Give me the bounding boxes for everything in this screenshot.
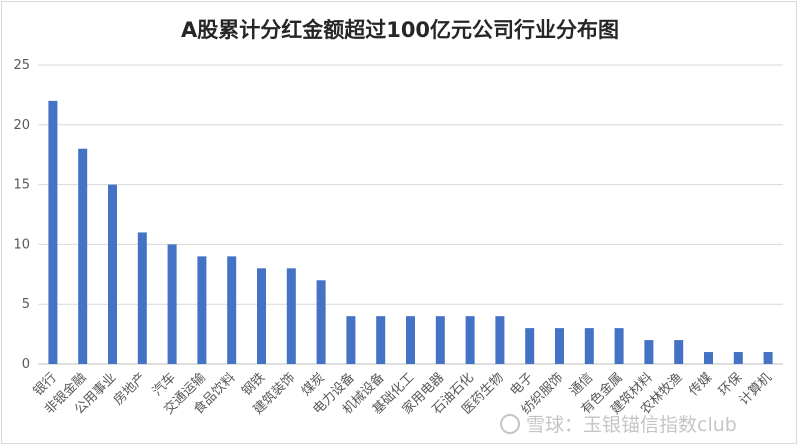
y-tick-label: 25 xyxy=(13,58,30,73)
watermark: 雪球：玉银锚信指数club xyxy=(500,410,790,438)
chart-title: A股累计分红金额超过100亿元公司行业分布图 xyxy=(180,18,620,42)
bar xyxy=(137,232,147,364)
bar xyxy=(435,316,445,364)
bar xyxy=(227,256,237,364)
bar xyxy=(674,340,684,364)
bar xyxy=(346,316,356,364)
bar xyxy=(78,148,88,364)
bar xyxy=(48,100,58,364)
y-tick-label: 0 xyxy=(22,357,30,372)
watermark-text: 雪球：玉银锚信指数club xyxy=(526,414,737,436)
y-tick-label: 20 xyxy=(13,118,30,133)
y-tick-label: 10 xyxy=(13,237,30,252)
bar xyxy=(465,316,475,364)
bar xyxy=(495,316,505,364)
x-tick-label: 计算机 xyxy=(737,370,775,408)
bar xyxy=(286,268,296,364)
y-tick-label: 5 xyxy=(22,297,30,312)
bar xyxy=(733,352,743,364)
bar xyxy=(316,280,326,364)
snowball-logo-icon xyxy=(500,414,520,434)
bar xyxy=(406,316,415,364)
bar xyxy=(257,268,266,364)
bar xyxy=(376,316,386,364)
bar xyxy=(614,328,624,364)
bar xyxy=(167,244,177,364)
x-tick-label: 传媒 xyxy=(686,370,715,399)
bar xyxy=(763,352,773,364)
bar xyxy=(525,328,535,364)
bar xyxy=(108,184,117,364)
x-tick-label: 房地产 xyxy=(110,370,149,409)
bar xyxy=(584,328,594,364)
y-tick-label: 15 xyxy=(13,178,30,193)
bar xyxy=(555,328,564,364)
bar xyxy=(644,340,654,364)
bar xyxy=(197,256,207,364)
bar xyxy=(704,352,713,364)
